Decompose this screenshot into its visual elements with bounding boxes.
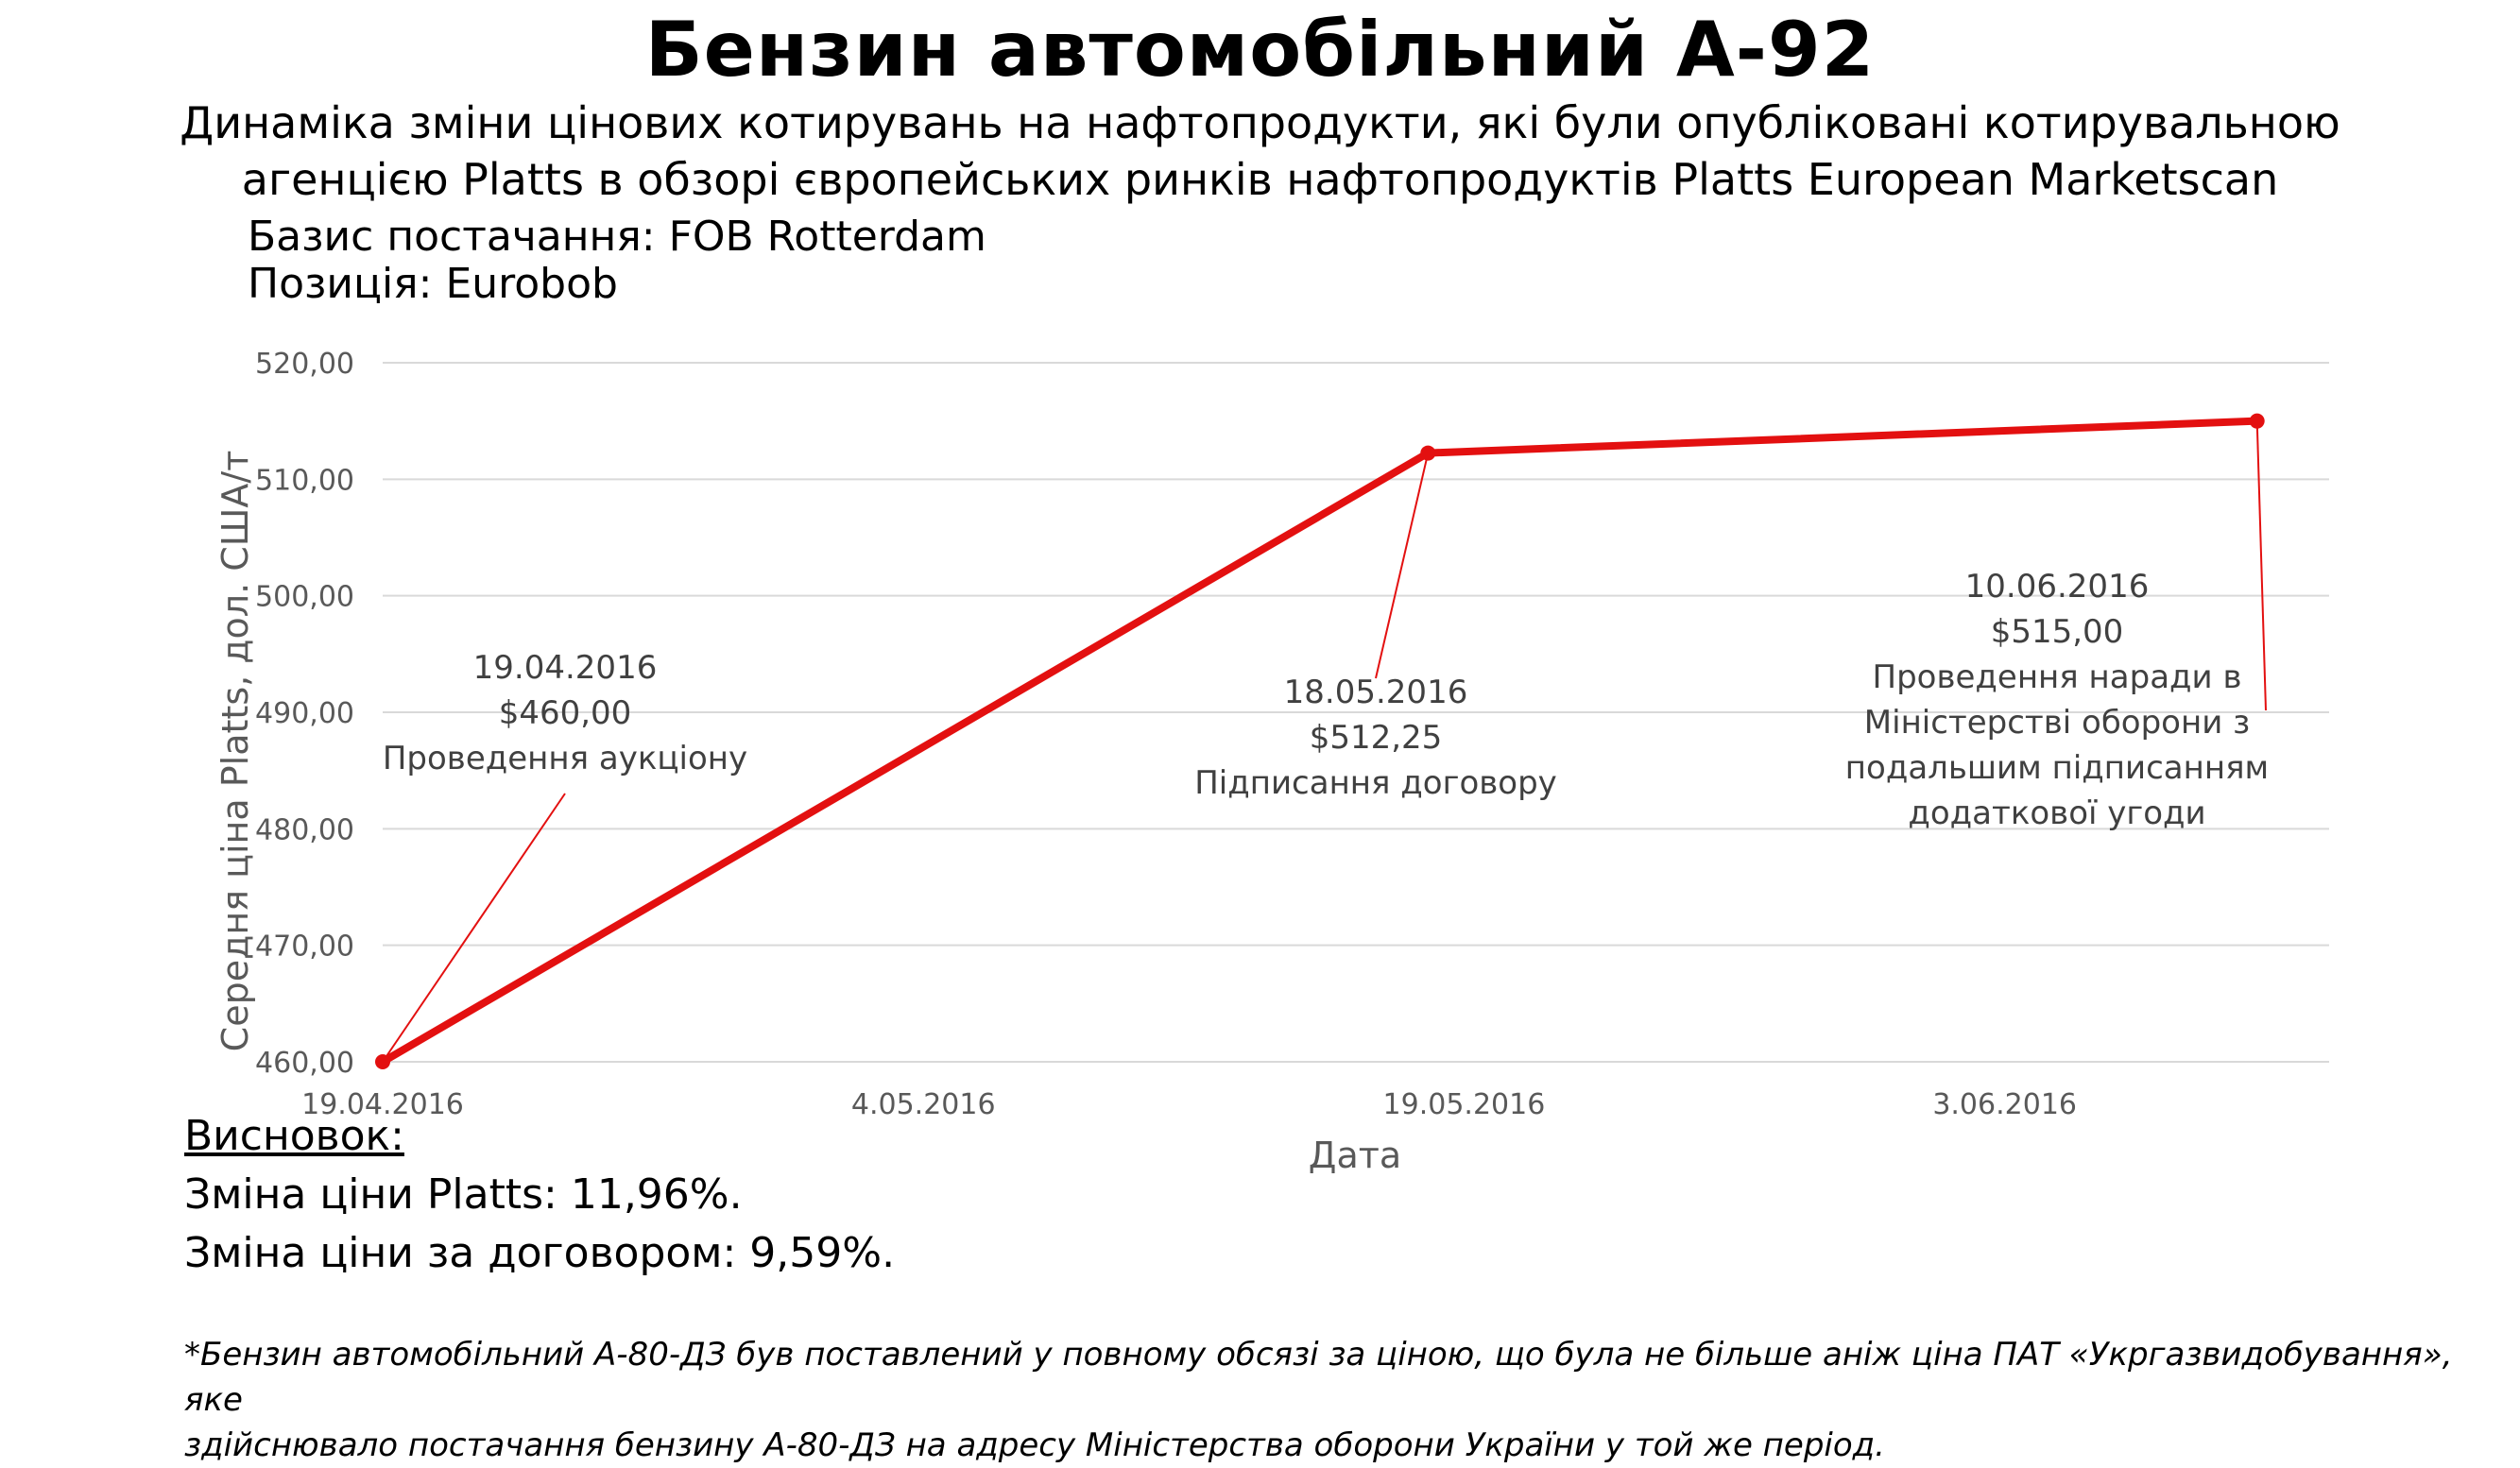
x-tick-label: 19.04.2016 <box>301 1088 464 1121</box>
supply-info: Базис постачання: FOB Rotterdam Позиція:… <box>248 213 986 308</box>
conclusion-heading: Висновок: <box>184 1112 404 1160</box>
subtitle-line: Динаміка зміни цінових котирувань на наф… <box>180 97 2340 148</box>
data-point <box>2249 413 2265 429</box>
annotation-label: 18.05.2016 <box>1284 674 1468 711</box>
footnote-line: здійснювало постачання бензину А-80-ДЗ н… <box>184 1426 1885 1464</box>
y-tick-label: 470,00 <box>255 930 354 964</box>
x-axis-label: Дата <box>1309 1135 1401 1176</box>
annotation-label: Проведення наради в <box>1873 658 2242 696</box>
data-point <box>375 1054 390 1069</box>
y-tick-label: 490,00 <box>255 697 354 730</box>
slide-subtitle: Динаміка зміни цінових котирувань на наф… <box>0 94 2520 208</box>
annotation-label: 10.06.2016 <box>1965 568 2150 606</box>
supply-position: Позиція: Eurobob <box>248 260 618 308</box>
y-tick-label: 520,00 <box>255 348 354 381</box>
y-tick-label: 480,00 <box>255 813 354 846</box>
annotation-label: додаткової угоди <box>1908 794 2205 832</box>
x-tick-label: 4.05.2016 <box>851 1088 996 1121</box>
footnote: *Бензин автомобільний А-80-ДЗ був постав… <box>184 1332 2490 1468</box>
supply-basis: Базис постачання: FOB Rotterdam <box>248 213 986 261</box>
contract-change: Зміна ціни за договором: 9,59%. <box>184 1229 896 1277</box>
y-axis-label: Середня ціна Platts, дол. США/т <box>214 451 256 1052</box>
annotation-label: $460,00 <box>499 694 632 732</box>
annotation-label: Міністерстві оборони з <box>1864 704 2250 742</box>
platts-change: Зміна ціни Platts: 11,96%. <box>184 1170 743 1219</box>
conclusion-block: Висновок: Зміна ціни Platts: 11,96%. Змі… <box>184 1107 895 1283</box>
footnote-line: *Бензин автомобільний А-80-ДЗ був постав… <box>184 1336 2453 1419</box>
annotation-label: $512,25 <box>1310 719 1443 757</box>
y-tick-label: 500,00 <box>255 581 354 614</box>
annotation-leader <box>1375 452 1430 679</box>
annotation-label: Підписання договору <box>1194 764 1557 802</box>
y-tick-label: 460,00 <box>255 1047 354 1080</box>
annotation-label: Проведення аукціону <box>383 740 747 777</box>
slide-title: Бензин автомобільний А-92 <box>644 6 1876 94</box>
y-tick-label: 510,00 <box>255 464 354 497</box>
x-tick-label: 3.06.2016 <box>1932 1088 2077 1121</box>
x-tick-label: 19.05.2016 <box>1383 1088 1546 1121</box>
annotation-leader <box>382 793 566 1063</box>
annotation-label: $515,00 <box>1991 613 2124 651</box>
annotation-label: 19.04.2016 <box>473 649 658 687</box>
subtitle-line: агенцією Platts в обзорі європейських ри… <box>241 154 2279 205</box>
data-point <box>1420 445 1436 461</box>
price-line-chart: 19.04.2016 $460,00 Проведення аукціону 18.0… <box>214 348 2329 1176</box>
annotation-leader <box>2255 420 2267 711</box>
annotation-label: подальшим підписанням <box>1845 749 2269 787</box>
